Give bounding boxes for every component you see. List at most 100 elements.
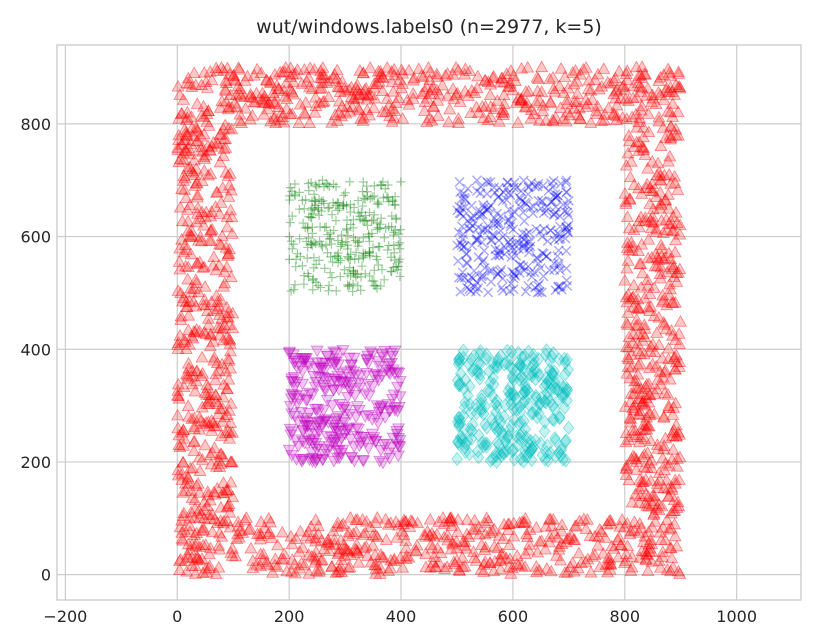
data-point bbox=[588, 548, 602, 561]
data-point bbox=[613, 519, 627, 532]
data-point bbox=[633, 551, 647, 563]
data-point bbox=[320, 536, 334, 548]
data-point bbox=[205, 223, 219, 235]
data-point bbox=[501, 523, 515, 535]
data-point bbox=[212, 207, 227, 219]
data-point bbox=[255, 92, 269, 105]
data-point bbox=[505, 561, 519, 574]
data-point bbox=[173, 88, 187, 100]
data-point bbox=[350, 546, 364, 559]
data-point bbox=[430, 94, 445, 106]
data-point bbox=[552, 540, 566, 552]
data-point bbox=[177, 522, 191, 535]
data-point bbox=[663, 541, 677, 553]
data-point bbox=[209, 388, 223, 401]
data-point bbox=[469, 554, 483, 566]
data-point bbox=[292, 116, 306, 128]
data-point bbox=[253, 526, 267, 539]
data-point bbox=[471, 69, 485, 82]
data-point bbox=[289, 532, 303, 544]
data-point bbox=[197, 150, 211, 163]
data-point bbox=[402, 550, 416, 563]
data-point bbox=[518, 100, 532, 113]
data-point bbox=[212, 308, 227, 320]
data-point bbox=[314, 554, 328, 566]
data-point bbox=[431, 541, 445, 554]
data-point bbox=[443, 512, 457, 524]
data-point bbox=[269, 116, 283, 128]
data-point bbox=[256, 547, 271, 560]
data-point bbox=[178, 554, 192, 566]
data-point bbox=[655, 550, 669, 562]
data-point bbox=[451, 111, 465, 124]
data-point bbox=[440, 528, 455, 541]
data-point bbox=[359, 81, 373, 94]
data-point bbox=[175, 106, 189, 119]
data-point bbox=[478, 543, 492, 555]
data-point bbox=[478, 516, 492, 529]
data-point bbox=[225, 541, 239, 554]
data-point bbox=[607, 542, 621, 554]
data-point bbox=[172, 563, 187, 575]
data-point bbox=[569, 518, 583, 531]
data-point bbox=[298, 107, 312, 120]
data-point bbox=[356, 66, 370, 79]
data-point bbox=[215, 94, 229, 107]
data-point bbox=[418, 530, 433, 542]
data-point bbox=[456, 535, 470, 547]
data-point bbox=[210, 64, 224, 76]
data-point bbox=[171, 342, 185, 354]
data-point bbox=[248, 95, 262, 108]
data-point bbox=[379, 512, 393, 525]
data-point bbox=[381, 518, 395, 530]
data-point bbox=[618, 92, 633, 105]
data-point bbox=[492, 114, 506, 127]
data-point bbox=[202, 119, 216, 131]
data-point bbox=[611, 533, 625, 545]
data-point bbox=[567, 564, 581, 577]
data-point bbox=[533, 535, 547, 547]
data-point bbox=[639, 544, 653, 557]
x-tick-label: 800 bbox=[610, 607, 641, 626]
data-point bbox=[246, 561, 260, 574]
data-point bbox=[514, 94, 528, 106]
data-point bbox=[199, 75, 213, 87]
data-point bbox=[303, 531, 317, 544]
data-point bbox=[196, 523, 211, 535]
data-point bbox=[233, 82, 247, 95]
data-point bbox=[420, 524, 435, 537]
data-point bbox=[504, 64, 518, 76]
data-point bbox=[666, 97, 680, 109]
data-point bbox=[406, 73, 420, 86]
data-point bbox=[407, 71, 421, 84]
data-point bbox=[204, 541, 218, 554]
data-point bbox=[326, 524, 340, 537]
data-point bbox=[243, 522, 257, 534]
data-point bbox=[327, 532, 341, 545]
data-point bbox=[626, 91, 640, 104]
data-point bbox=[497, 517, 511, 530]
data-point bbox=[660, 81, 674, 94]
data-point bbox=[609, 84, 623, 97]
data-point bbox=[332, 545, 346, 558]
data-point bbox=[303, 116, 317, 128]
data-point bbox=[197, 326, 211, 338]
data-point bbox=[225, 227, 239, 239]
data-point bbox=[394, 81, 408, 94]
data-point bbox=[518, 560, 532, 572]
data-point bbox=[645, 88, 659, 100]
data-point bbox=[535, 85, 549, 97]
data-point bbox=[481, 113, 495, 126]
data-point bbox=[373, 64, 387, 77]
data-point bbox=[264, 114, 278, 127]
data-point bbox=[598, 108, 612, 120]
data-point bbox=[632, 80, 647, 92]
data-point bbox=[665, 551, 679, 564]
data-point bbox=[495, 105, 509, 118]
data-point bbox=[483, 556, 497, 569]
data-point bbox=[197, 99, 211, 112]
data-point bbox=[308, 105, 322, 118]
data-point bbox=[195, 140, 209, 153]
data-point bbox=[364, 555, 378, 568]
data-point bbox=[411, 516, 425, 529]
